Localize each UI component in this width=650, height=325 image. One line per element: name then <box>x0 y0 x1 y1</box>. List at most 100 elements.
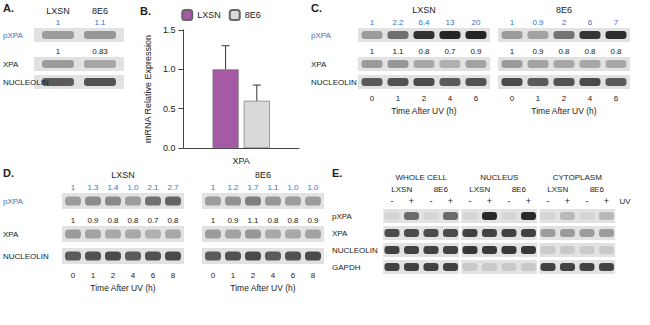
svg-text:0.9: 0.9 <box>532 18 544 27</box>
svg-text:0: 0 <box>211 271 216 280</box>
svg-text:NUCLEOLIN: NUCLEOLIN <box>3 78 49 87</box>
svg-text:6: 6 <box>588 18 593 27</box>
svg-text:NUCLEOLIN: NUCLEOLIN <box>3 252 49 261</box>
svg-text:0.8: 0.8 <box>418 47 430 56</box>
svg-text:+: + <box>604 196 609 206</box>
svg-text:LXSN: LXSN <box>46 6 70 16</box>
svg-text:0.7: 0.7 <box>147 216 159 225</box>
svg-text:1.0: 1.0 <box>307 183 319 192</box>
svg-text:B.: B. <box>140 5 151 17</box>
svg-text:XPA: XPA <box>233 156 250 166</box>
svg-text:LXSN: LXSN <box>197 10 221 20</box>
svg-text:8E6: 8E6 <box>255 170 271 180</box>
svg-text:2.2: 2.2 <box>392 18 404 27</box>
svg-text:+: + <box>409 196 414 206</box>
svg-text:8: 8 <box>311 271 316 280</box>
svg-text:0.5: 0.5 <box>163 104 176 114</box>
svg-text:0.8: 0.8 <box>167 216 179 225</box>
svg-text:6.4: 6.4 <box>418 18 430 27</box>
svg-text:-: - <box>430 196 433 206</box>
svg-text:6: 6 <box>614 94 619 103</box>
svg-text:20: 20 <box>472 18 481 27</box>
svg-text:1: 1 <box>56 47 61 56</box>
svg-text:1.4: 1.4 <box>107 183 119 192</box>
svg-text:13: 13 <box>446 18 455 27</box>
svg-text:+: + <box>526 196 531 206</box>
svg-text:XPA: XPA <box>3 230 19 239</box>
svg-text:6: 6 <box>474 94 479 103</box>
svg-text:1: 1 <box>211 183 216 192</box>
svg-text:LXSN: LXSN <box>547 185 568 194</box>
svg-text:pXPA: pXPA <box>311 31 332 40</box>
svg-text:1: 1 <box>396 94 401 103</box>
svg-text:4: 4 <box>448 94 453 103</box>
svg-text:E.: E. <box>332 167 342 179</box>
svg-text:GAPDH: GAPDH <box>332 263 361 272</box>
svg-text:UV: UV <box>620 197 632 206</box>
svg-text:0.8: 0.8 <box>584 47 596 56</box>
svg-text:1: 1 <box>536 94 541 103</box>
svg-text:1.2: 1.2 <box>227 183 239 192</box>
svg-text:8E6: 8E6 <box>92 6 108 16</box>
svg-text:Time After UV (h): Time After UV (h) <box>230 283 296 293</box>
svg-text:NUCLEUS: NUCLEUS <box>480 173 518 182</box>
svg-text:0.8: 0.8 <box>558 47 570 56</box>
svg-text:Time After UV (h): Time After UV (h) <box>391 106 457 116</box>
svg-text:1.3: 1.3 <box>87 183 99 192</box>
svg-text:2: 2 <box>251 271 256 280</box>
svg-text:1.1: 1.1 <box>94 18 106 27</box>
svg-text:Time After UV (h): Time After UV (h) <box>90 283 156 293</box>
svg-text:+: + <box>448 196 453 206</box>
svg-text:1: 1 <box>71 183 76 192</box>
svg-text:1.7: 1.7 <box>247 183 259 192</box>
svg-text:8E6: 8E6 <box>245 10 261 20</box>
svg-text:0.8: 0.8 <box>127 216 139 225</box>
svg-text:1: 1 <box>211 216 216 225</box>
svg-text:0.9: 0.9 <box>532 47 544 56</box>
svg-text:1: 1 <box>91 271 96 280</box>
svg-text:2.1: 2.1 <box>147 183 159 192</box>
svg-text:1: 1 <box>71 216 76 225</box>
svg-text:6: 6 <box>151 271 156 280</box>
svg-text:Time After UV (h): Time After UV (h) <box>531 106 597 116</box>
svg-text:8E6: 8E6 <box>590 185 605 194</box>
svg-text:NUCLEOLIN: NUCLEOLIN <box>311 78 357 87</box>
svg-text:0.83: 0.83 <box>92 47 108 56</box>
svg-text:-: - <box>508 196 511 206</box>
svg-text:0.9: 0.9 <box>87 216 99 225</box>
svg-text:1.0: 1.0 <box>163 64 176 74</box>
svg-text:2.7: 2.7 <box>167 183 179 192</box>
svg-text:4: 4 <box>588 94 593 103</box>
svg-text:LXSN: LXSN <box>391 185 412 194</box>
svg-text:-: - <box>469 196 472 206</box>
svg-text:8E6: 8E6 <box>556 5 572 15</box>
svg-text:A.: A. <box>3 2 14 14</box>
svg-text:4: 4 <box>131 271 136 280</box>
svg-text:NUCLEOLIN: NUCLEOLIN <box>332 246 378 255</box>
svg-text:1: 1 <box>510 47 515 56</box>
svg-text:0.7: 0.7 <box>444 47 456 56</box>
svg-text:pXPA: pXPA <box>3 31 24 40</box>
svg-text:1.0: 1.0 <box>287 183 299 192</box>
svg-text:8: 8 <box>171 271 176 280</box>
svg-text:XPA: XPA <box>332 229 348 238</box>
svg-text:0: 0 <box>510 94 515 103</box>
svg-text:0.8: 0.8 <box>267 216 279 225</box>
svg-text:1.1: 1.1 <box>267 183 279 192</box>
svg-text:6: 6 <box>291 271 296 280</box>
svg-text:7: 7 <box>614 18 619 27</box>
svg-text:1.1: 1.1 <box>392 47 404 56</box>
svg-text:0.0: 0.0 <box>163 143 176 153</box>
svg-text:1: 1 <box>56 18 61 27</box>
svg-text:-: - <box>586 196 589 206</box>
svg-text:-: - <box>391 196 394 206</box>
svg-text:0: 0 <box>71 271 76 280</box>
svg-text:1: 1 <box>370 47 375 56</box>
svg-text:1.1: 1.1 <box>247 216 259 225</box>
svg-text:+: + <box>565 196 570 206</box>
svg-text:-: - <box>547 196 550 206</box>
svg-text:8E6: 8E6 <box>512 185 527 194</box>
svg-text:LXSN: LXSN <box>412 5 436 15</box>
svg-text:2: 2 <box>422 94 427 103</box>
svg-text:C.: C. <box>311 2 322 14</box>
